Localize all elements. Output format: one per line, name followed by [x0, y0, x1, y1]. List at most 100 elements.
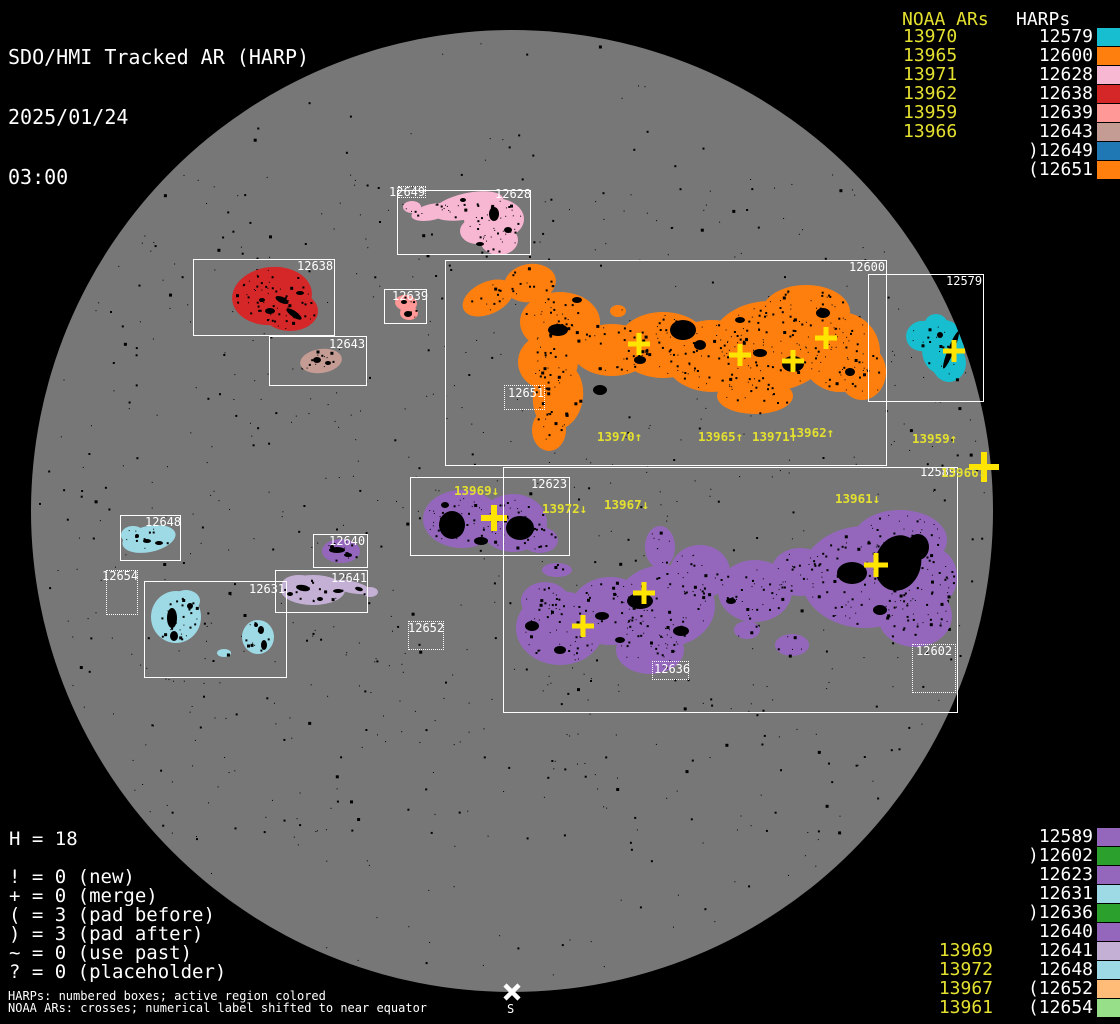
harp-box-label-12638: 12638	[297, 259, 334, 273]
legend-color-swatch	[1097, 885, 1120, 903]
active-region-12640	[322, 539, 360, 563]
legend-harp-number: 12600	[1038, 45, 1093, 66]
noaa-ar-label: 13965↑	[698, 429, 744, 444]
harp-box-12579	[868, 274, 984, 402]
legend-noaa-number	[899, 922, 993, 941]
harp-box-12641	[275, 570, 368, 613]
harp-box-label-12623: 12623	[531, 477, 568, 491]
legend-noaa-number: 13959	[903, 102, 958, 123]
noaa-cross	[572, 615, 594, 637]
harp-box-12589	[503, 467, 958, 713]
footnote-noaa: NOAA ARs: crosses; numerical label shift…	[8, 1001, 428, 1015]
noaa-cross	[729, 344, 751, 366]
noaa-ar-label: 13961↓	[835, 491, 881, 506]
event-stat-line: ? = 0 (placeholder)	[9, 961, 227, 983]
harp-box-12651	[504, 385, 545, 410]
legend-noaa-number	[899, 141, 993, 160]
legend-harp-number: 12631	[1038, 883, 1093, 904]
legend-color-swatch	[1097, 847, 1120, 865]
legend-noaa-number	[899, 884, 993, 903]
legend-color-swatch	[1097, 66, 1120, 84]
event-stat-line: ) = 3 (pad after)	[9, 923, 204, 945]
harp-box-label-12631: 12631	[249, 582, 286, 596]
harp-box-12600	[445, 260, 887, 466]
legend-color-swatch	[1097, 828, 1120, 846]
legend-harp-number: )12636	[1027, 902, 1093, 923]
harp-box-12602	[912, 644, 956, 693]
legend-noaa-number	[899, 160, 993, 179]
title-time: 03:00	[8, 165, 69, 189]
active-region-12639	[395, 294, 418, 320]
legend-noaa-number: 13961	[938, 997, 993, 1018]
title-line: SDO/HMI Tracked AR (HARP)	[8, 45, 310, 69]
legend-harp-number: )12602	[1027, 845, 1093, 866]
noaa-ar-label: 13962↑	[789, 425, 835, 440]
harp-box-12648	[120, 515, 181, 561]
legend-noaa-number	[899, 903, 993, 922]
event-stat-line: + = 0 (merge)	[9, 885, 158, 907]
legend-harp-number: (12654	[1027, 997, 1093, 1018]
active-region-12643	[300, 348, 342, 374]
legend-noaa-number: 13962	[903, 83, 958, 104]
legend-color-swatch	[1097, 142, 1120, 160]
noaa-ar-label: 13959↑	[912, 431, 958, 446]
legend-color-swatch	[1097, 161, 1120, 179]
harp-box-12652	[408, 621, 444, 650]
active-region-12628	[403, 191, 524, 255]
legend-noaa-number: 13972	[938, 959, 993, 980]
harp-box-label-12643: 12643	[329, 337, 366, 351]
active-region-12631	[151, 590, 274, 657]
legend-harp-number: 12623	[1038, 864, 1093, 885]
legend-color-swatch	[1097, 999, 1120, 1017]
active-region-12638	[232, 266, 318, 331]
south-pole-label: S	[507, 1002, 515, 1016]
harp-box-12638	[193, 259, 335, 336]
legend-color-swatch	[1097, 980, 1120, 998]
title-date: 2025/01/24	[8, 105, 129, 129]
harp-box-label-12654: 12654	[102, 569, 139, 583]
harp-box-label-12589: 12589	[920, 465, 957, 479]
harp-box-label-12652: 12652	[408, 621, 445, 635]
noaa-cross	[633, 582, 655, 604]
legend-noaa-number	[899, 865, 993, 884]
legend-color-swatch	[1097, 85, 1120, 103]
legend-harp-number: )12649	[1027, 140, 1093, 161]
harp-box-label-12651: 12651	[508, 386, 545, 400]
legend-noaa-number	[899, 846, 993, 865]
legend-harp-number: 12579	[1038, 26, 1093, 47]
noaa-cross	[481, 505, 507, 531]
harp-box-label-12641: 12641	[331, 571, 368, 585]
legend-noaa-number: 13965	[903, 45, 958, 66]
harp-box-12639	[384, 289, 427, 324]
legend-harp-number: (12651	[1027, 159, 1093, 180]
event-stats: ! = 0 (new) + = 0 (merge)( = 3 (pad befor…	[9, 868, 226, 982]
harps-header: HARPs	[1016, 9, 1071, 30]
harp-box-12623	[410, 477, 570, 556]
legend-harp-number: 12643	[1038, 121, 1093, 142]
event-stat-line: ( = 3 (pad before)	[9, 904, 215, 926]
active-region-12641	[281, 575, 378, 605]
harp-box-label-12640: 12640	[329, 534, 366, 548]
legend-harp-number: 12641	[1038, 940, 1093, 961]
plot-title: SDO/HMI Tracked AR (HARP) 2025/01/24 03:…	[8, 7, 309, 227]
legend-color-swatch	[1097, 904, 1120, 922]
noaa-ar-label: 13966↓	[941, 465, 987, 480]
legend-color-swatch	[1097, 961, 1120, 979]
legend-noaa-number: 13970	[903, 26, 958, 47]
harp-count: H = 18	[9, 828, 78, 850]
active-region-12600	[462, 263, 886, 451]
legend-noaa-number: 13971	[903, 64, 958, 85]
event-stat-line: ~ = 0 (use past)	[9, 942, 193, 964]
harp-box-label-12636: 12636	[654, 662, 691, 676]
legend-color-swatch	[1097, 866, 1120, 884]
noaa-cross	[943, 340, 965, 362]
legend-harp-number: (12652	[1027, 978, 1093, 999]
legend-color-swatch	[1097, 47, 1120, 65]
legend-color-swatch	[1097, 28, 1120, 46]
harp-box-12643	[269, 336, 367, 386]
noaa-ar-label: 13970↑	[597, 429, 643, 444]
legend-harp-number: 12589	[1038, 826, 1093, 847]
harp-box-label-12639: 12639	[392, 289, 429, 303]
legend-color-swatch	[1097, 923, 1120, 941]
